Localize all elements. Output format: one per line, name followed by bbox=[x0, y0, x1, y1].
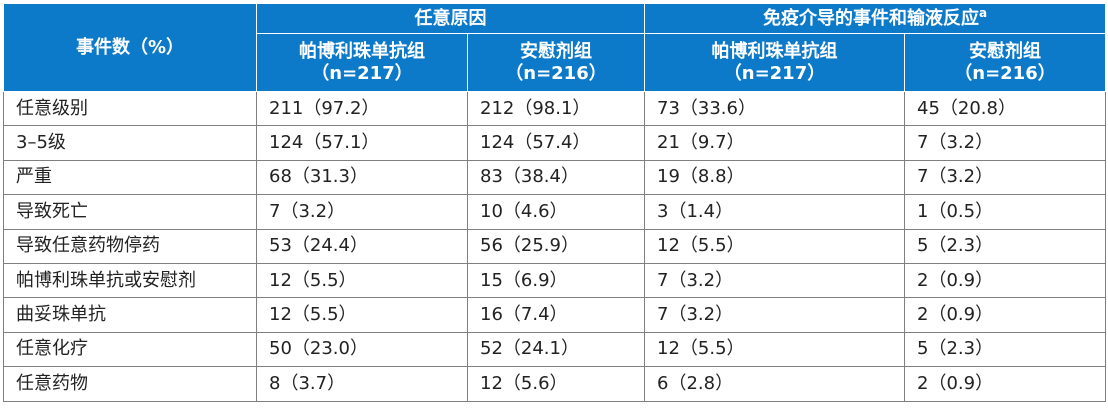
table-row: 3–5级 124（57.1） 124（57.4） 21（9.7） 7（3.2） bbox=[3, 125, 1107, 161]
table-cell: 83（38.4） bbox=[467, 159, 645, 196]
row-label: 导致死亡 bbox=[3, 194, 257, 230]
table-row: 曲妥珠单抗 12（5.5） 16（7.4） 7（3.2） 2（0.9） bbox=[3, 297, 1107, 333]
table-row: 导致死亡 7（3.2） 10（4.6） 3（1.4） 1（0.5） bbox=[3, 194, 1107, 230]
row-label: 任意级别 bbox=[3, 90, 257, 127]
table-cell: 56（25.9） bbox=[467, 228, 645, 264]
table-cell: 2（0.9） bbox=[903, 366, 1107, 402]
table-row: 导致任意药物停药 53（24.4） 56（25.9） 12（5.5） 5（2.3… bbox=[3, 228, 1107, 264]
row-label: 严重 bbox=[3, 159, 257, 196]
subheader-arm-n: （n=216） bbox=[954, 62, 1056, 84]
subheader-placebo-any: 安慰剂组 （n=216） bbox=[467, 33, 645, 92]
table-cell: 7（3.2） bbox=[644, 262, 905, 299]
table-cell: 50（23.0） bbox=[256, 331, 468, 368]
table-cell: 10（4.6） bbox=[467, 194, 645, 230]
group-header-any-cause: 任意原因 bbox=[256, 3, 645, 34]
row-label: 曲妥珠单抗 bbox=[3, 297, 257, 333]
table-cell: 6（2.8） bbox=[644, 366, 905, 402]
table-cell: 7（3.2） bbox=[903, 159, 1107, 196]
group-header-immune-mediated: 免疫介导的事件和输液反应a bbox=[643, 3, 1107, 34]
subheader-arm-name: 安慰剂组 bbox=[969, 40, 1041, 62]
row-label: 3–5级 bbox=[3, 125, 257, 161]
table-cell: 1（0.5） bbox=[903, 194, 1107, 230]
adverse-events-table: 事件数（%） 任意原因 免疫介导的事件和输液反应a 帕博利珠单抗组 （n=217）… bbox=[3, 3, 1107, 402]
footnote-marker: a bbox=[978, 5, 988, 20]
subheader-arm-name: 帕博利珠单抗组 bbox=[711, 40, 838, 62]
table-cell: 2（0.9） bbox=[903, 262, 1107, 299]
table-cell: 2（0.9） bbox=[903, 297, 1107, 333]
table-cell: 12（5.5） bbox=[644, 331, 905, 368]
table-cell: 52（24.1） bbox=[467, 331, 645, 368]
subheader-arm-n: （n=217） bbox=[311, 62, 413, 84]
row-label: 导致任意药物停药 bbox=[3, 228, 257, 264]
subheader-pembrolizumab-any: 帕博利珠单抗组 （n=217） bbox=[256, 33, 468, 92]
table-cell: 124（57.1） bbox=[256, 125, 468, 161]
row-label: 任意化疗 bbox=[3, 331, 257, 368]
row-label: 任意药物 bbox=[3, 366, 257, 402]
table-cell: 5（2.3） bbox=[903, 331, 1107, 368]
table-row: 任意级别 211（97.2） 212（98.1） 73（33.6） 45（20.… bbox=[3, 90, 1107, 127]
table-row: 严重 68（31.3） 83（38.4） 19（8.8） 7（3.2） bbox=[3, 159, 1107, 196]
subheader-arm-name: 帕博利珠单抗组 bbox=[299, 40, 425, 62]
subheader-arm-n: （n=216） bbox=[505, 62, 607, 84]
table-cell: 21（9.7） bbox=[644, 125, 905, 161]
table-cell: 8（3.7） bbox=[256, 366, 468, 402]
table-cell: 7（3.2） bbox=[644, 297, 905, 333]
table-cell: 3（1.4） bbox=[644, 194, 905, 230]
table-cell: 7（3.2） bbox=[256, 194, 468, 230]
table-row: 任意化疗 50（23.0） 52（24.1） 12（5.5） 5（2.3） bbox=[3, 331, 1107, 368]
table-cell: 12（5.6） bbox=[467, 366, 645, 402]
group-header-immune-mediated-text: 免疫介导的事件和输液反应 bbox=[762, 7, 979, 29]
subheader-arm-n: （n=217） bbox=[723, 62, 826, 84]
table-cell: 53（24.4） bbox=[256, 228, 468, 264]
row-label: 帕博利珠单抗或安慰剂 bbox=[3, 262, 257, 299]
table-cell: 73（33.6） bbox=[644, 90, 905, 127]
table-cell: 68（31.3） bbox=[256, 159, 468, 196]
table-cell: 45（20.8） bbox=[903, 90, 1107, 127]
table-header: 事件数（%） 任意原因 免疫介导的事件和输液反应a 帕博利珠单抗组 （n=217）… bbox=[3, 3, 1107, 92]
table-cell: 7（3.2） bbox=[903, 125, 1107, 161]
table-cell: 12（5.5） bbox=[256, 262, 468, 299]
table-cell: 19（8.8） bbox=[644, 159, 905, 196]
table-cell: 124（57.4） bbox=[467, 125, 645, 161]
subheader-placebo-immune: 安慰剂组 （n=216） bbox=[903, 33, 1107, 92]
table-cell: 5（2.3） bbox=[903, 228, 1107, 264]
table-cell: 211（97.2） bbox=[256, 90, 468, 127]
table-row: 任意药物 8（3.7） 12（5.6） 6（2.8） 2（0.9） bbox=[3, 366, 1107, 402]
table-cell: 15（6.9） bbox=[467, 262, 645, 299]
table-body: 任意级别 211（97.2） 212（98.1） 73（33.6） 45（20.… bbox=[3, 90, 1107, 402]
table-cell: 16（7.4） bbox=[467, 297, 645, 333]
subheader-arm-name: 安慰剂组 bbox=[520, 40, 592, 62]
table-row: 帕博利珠单抗或安慰剂 12（5.5） 15（6.9） 7（3.2） 2（0.9） bbox=[3, 262, 1107, 299]
table-cell: 12（5.5） bbox=[644, 228, 905, 264]
row-label-header: 事件数（%） bbox=[3, 3, 257, 92]
subheader-pembrolizumab-immune: 帕博利珠单抗组 （n=217） bbox=[644, 33, 905, 92]
table-cell: 12（5.5） bbox=[256, 297, 468, 333]
table-cell: 212（98.1） bbox=[467, 90, 645, 127]
